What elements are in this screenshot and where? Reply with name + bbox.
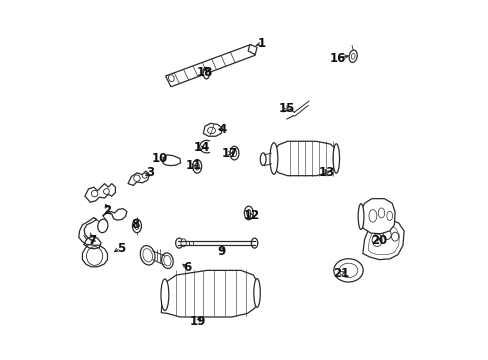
Text: 18: 18 [197, 66, 213, 79]
Ellipse shape [168, 75, 174, 82]
Polygon shape [247, 44, 257, 54]
Polygon shape [203, 123, 222, 136]
Ellipse shape [86, 247, 102, 265]
Ellipse shape [98, 219, 108, 233]
Polygon shape [271, 141, 338, 176]
Text: 13: 13 [318, 166, 334, 179]
Text: 8: 8 [131, 218, 139, 231]
Text: 2: 2 [103, 204, 111, 217]
Text: 15: 15 [278, 102, 294, 115]
Ellipse shape [140, 246, 155, 265]
Text: 11: 11 [185, 159, 201, 172]
Text: 6: 6 [183, 261, 191, 274]
Text: 17: 17 [222, 147, 238, 159]
Ellipse shape [132, 219, 141, 233]
Text: 19: 19 [189, 315, 205, 328]
Text: 1: 1 [257, 37, 265, 50]
Ellipse shape [251, 238, 257, 248]
Text: 14: 14 [194, 141, 210, 154]
Ellipse shape [350, 53, 354, 59]
Ellipse shape [333, 259, 363, 282]
Ellipse shape [246, 210, 250, 217]
Ellipse shape [161, 253, 173, 269]
Text: 7: 7 [88, 234, 96, 247]
Ellipse shape [207, 127, 215, 134]
Text: 21: 21 [332, 267, 349, 280]
Ellipse shape [142, 173, 147, 178]
Polygon shape [82, 244, 107, 267]
Text: 9: 9 [217, 245, 225, 258]
Ellipse shape [386, 211, 392, 221]
Text: 10: 10 [152, 152, 168, 165]
Ellipse shape [339, 263, 357, 278]
Ellipse shape [253, 279, 260, 307]
Ellipse shape [163, 255, 171, 266]
Polygon shape [163, 155, 180, 166]
Ellipse shape [244, 206, 253, 220]
Ellipse shape [133, 175, 140, 181]
Ellipse shape [91, 190, 98, 197]
Ellipse shape [161, 279, 168, 311]
Polygon shape [359, 199, 394, 234]
Text: 3: 3 [146, 166, 154, 179]
Ellipse shape [135, 222, 139, 229]
Ellipse shape [378, 208, 384, 218]
Ellipse shape [103, 189, 109, 194]
Ellipse shape [348, 50, 356, 63]
Polygon shape [102, 209, 126, 220]
Polygon shape [362, 219, 403, 260]
Ellipse shape [175, 238, 183, 248]
Polygon shape [161, 270, 258, 317]
Text: 12: 12 [243, 210, 259, 222]
Ellipse shape [368, 210, 376, 222]
Ellipse shape [357, 204, 363, 229]
Ellipse shape [195, 163, 199, 170]
Ellipse shape [260, 153, 265, 166]
Ellipse shape [269, 143, 277, 174]
Text: 4: 4 [219, 123, 226, 136]
Ellipse shape [383, 229, 390, 239]
Text: 5: 5 [117, 242, 124, 255]
Ellipse shape [371, 234, 382, 247]
Text: 16: 16 [329, 51, 345, 64]
Polygon shape [165, 44, 255, 87]
Polygon shape [128, 171, 149, 185]
Ellipse shape [391, 232, 398, 241]
Ellipse shape [181, 239, 186, 247]
Polygon shape [85, 184, 115, 202]
Text: 20: 20 [370, 234, 386, 247]
Ellipse shape [332, 144, 339, 173]
Ellipse shape [232, 149, 236, 157]
Ellipse shape [192, 159, 201, 173]
Ellipse shape [142, 249, 152, 262]
Ellipse shape [229, 146, 239, 160]
Ellipse shape [203, 67, 209, 79]
